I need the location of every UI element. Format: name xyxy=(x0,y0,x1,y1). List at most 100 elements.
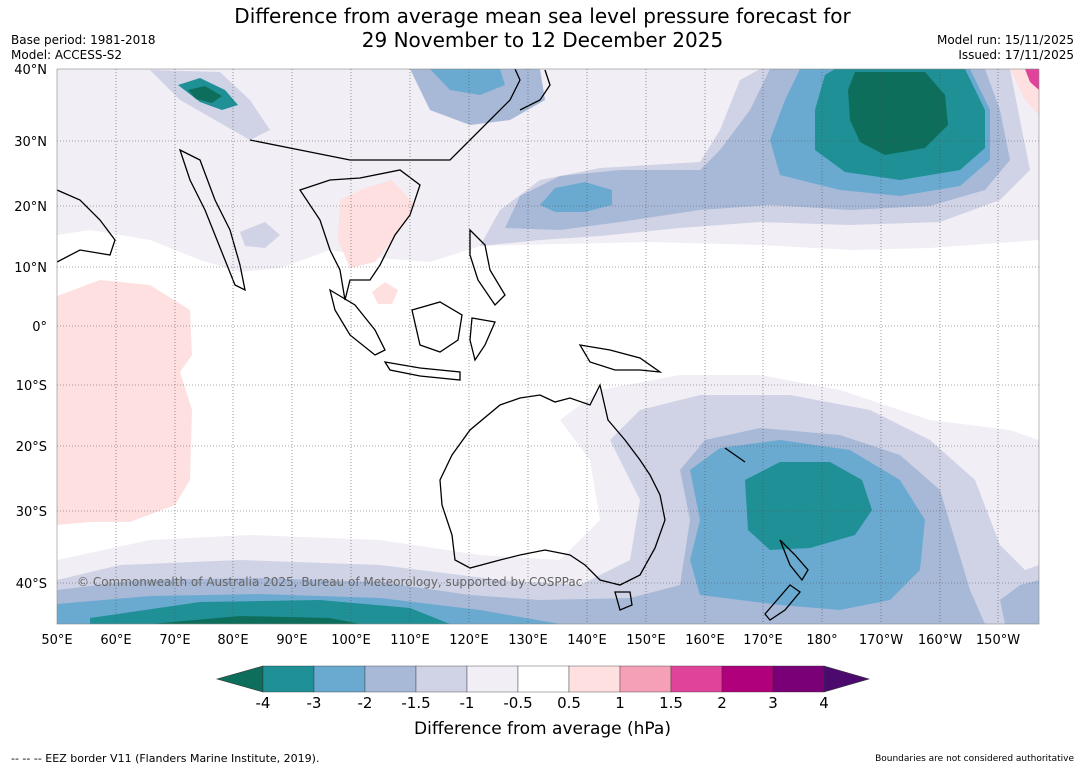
title-line-1: Difference from average mean sea level p… xyxy=(234,4,851,28)
longitude-label: 120°E xyxy=(449,633,489,648)
longitude-label: 150°W xyxy=(976,633,1020,648)
map-frame xyxy=(56,68,1040,625)
colorbar-tick-label: 3 xyxy=(768,694,778,712)
colorbar-extend-min xyxy=(215,665,264,693)
colorbar-segment xyxy=(772,665,825,693)
colorbar-segment xyxy=(466,665,519,693)
longitude-label: 80°E xyxy=(217,633,248,648)
colorbar-tick-label: -2 xyxy=(357,694,373,712)
colorbar-tick-label: -3 xyxy=(306,694,322,712)
longitude-label: 60°E xyxy=(100,633,131,648)
latitude-label: 40°N xyxy=(14,63,47,78)
colorbar-tick-label: 2 xyxy=(717,694,727,712)
longitude-label: 150°E xyxy=(626,633,666,648)
anomaly-bay-bengal xyxy=(240,222,280,248)
anomaly-south-core xyxy=(90,462,872,624)
colorbar-tick-label: 1.5 xyxy=(659,694,683,712)
colorbar-segment xyxy=(670,665,723,693)
title-line-2: 29 November to 12 December 2025 xyxy=(361,28,724,52)
coast-java xyxy=(383,361,461,381)
colorbar-extend-max xyxy=(823,665,871,693)
colorbar-segment xyxy=(517,665,570,693)
coast-sulawesi xyxy=(469,317,496,362)
colorbar-tick-label: -1 xyxy=(459,694,475,712)
longitude-label: 50°E xyxy=(41,633,72,648)
colorbar-tick-label: 4 xyxy=(819,694,829,712)
anomaly-south-max xyxy=(150,616,360,624)
colorbar xyxy=(215,665,871,693)
model-run: Model run: 15/11/2025 xyxy=(936,33,1074,47)
longitude-label: 130°E xyxy=(508,633,548,648)
coast-borneo xyxy=(411,301,463,353)
coast-new-guinea xyxy=(578,344,663,373)
latitude-label: 10°N xyxy=(14,261,47,276)
latitude-label: 40°S xyxy=(16,577,47,592)
colorbar-segment xyxy=(313,665,366,693)
boundary-disclaimer: Boundaries are not considered authoritat… xyxy=(875,754,1074,764)
longitude-label: 110°E xyxy=(390,633,430,648)
coast-east-asia xyxy=(249,69,521,161)
coastlines xyxy=(57,69,809,621)
anomaly-south-strong xyxy=(57,440,925,624)
anomaly-indian-ocean-positive xyxy=(57,280,192,525)
colorbar-title: Difference from average (hPa) xyxy=(414,719,671,739)
colorbar-tick-label: -0.5 xyxy=(503,694,533,712)
latitude-label: 20°N xyxy=(14,200,47,215)
coast-sumatra xyxy=(328,288,386,356)
colorbar-tick-label: -1.5 xyxy=(401,694,431,712)
longitude-label: 100°E xyxy=(331,633,371,648)
anomaly-philippine-sea-strong xyxy=(540,182,612,212)
model-name: Model: ACCESS-S2 xyxy=(11,48,123,62)
longitude-label: 170°E xyxy=(743,633,783,648)
coast-philippines xyxy=(469,228,506,307)
longitude-labels: 50°E 60°E 70°E 80°E 90°E 100°E 110°E 120°E 130°E… xyxy=(41,633,1020,648)
latitude-label: 30°N xyxy=(14,135,47,150)
eez-legend: -- -- -- EEZ border V11 (Flanders Marine… xyxy=(11,752,320,765)
longitude-label: 90°E xyxy=(276,633,307,648)
latitude-label: 10°S xyxy=(16,379,47,394)
anomaly-indochina-positive xyxy=(338,180,415,268)
copyright-text: © Commonwealth of Australia 2025, Bureau… xyxy=(77,575,582,589)
anomaly-tibet-max xyxy=(188,86,222,103)
coast-indochina xyxy=(298,169,421,301)
longitude-label: 160°E xyxy=(685,633,725,648)
colorbar-segment xyxy=(568,665,621,693)
coast-japan xyxy=(519,69,551,111)
coast-tasmania xyxy=(614,591,633,611)
colorbar-segment xyxy=(619,665,672,693)
anomaly-east-asia-strong xyxy=(430,69,505,95)
coast-australia xyxy=(439,383,666,586)
coast-arabia xyxy=(57,189,116,263)
base-info: Base period: 1981-2018 Model: ACCESS-S2 xyxy=(11,33,156,63)
colorbar-segment xyxy=(721,665,774,693)
map-plot-area: © Commonwealth of Australia 2025, Bureau… xyxy=(57,69,1039,624)
issued-date: Issued: 17/11/2025 xyxy=(958,48,1074,62)
colorbar-tick-label: 1 xyxy=(615,694,625,712)
coast-new-zealand-north xyxy=(779,539,809,582)
graticule xyxy=(57,69,1039,624)
anomaly-nw-pacific-max xyxy=(848,72,948,155)
longitude-label: 160°W xyxy=(918,633,962,648)
anomaly-gulf-thailand-positive xyxy=(372,282,398,304)
coast-india xyxy=(178,148,246,292)
map-title: Difference from average mean sea level p… xyxy=(0,4,1085,52)
latitude-label: 30°S xyxy=(16,505,47,520)
colorbar-segment xyxy=(415,665,468,693)
longitude-label: 180° xyxy=(806,633,837,648)
base-period: Base period: 1981-2018 xyxy=(11,33,156,47)
coast-new-zealand-south xyxy=(764,584,801,621)
longitude-label: 170°W xyxy=(859,633,903,648)
colorbar-tick-label: -4 xyxy=(255,694,271,712)
latitude-label: 20°S xyxy=(16,440,47,455)
latitude-label: 0° xyxy=(32,320,47,335)
latitude-labels: 40°N 30°N 20°N 10°N 0° 10°S 20°S 30°S 40°S xyxy=(14,63,47,592)
run-info: Model run: 15/11/2025 Issued: 17/11/2025 xyxy=(937,33,1074,63)
colorbar-segment xyxy=(262,665,315,693)
anomaly-ne-positive-strong xyxy=(1025,69,1039,90)
coast-new-caledonia xyxy=(724,447,746,463)
colorbar-tick-label: 0.5 xyxy=(557,694,581,712)
colorbar-segment xyxy=(364,665,417,693)
longitude-label: 70°E xyxy=(159,633,190,648)
longitude-label: 140°E xyxy=(567,633,607,648)
